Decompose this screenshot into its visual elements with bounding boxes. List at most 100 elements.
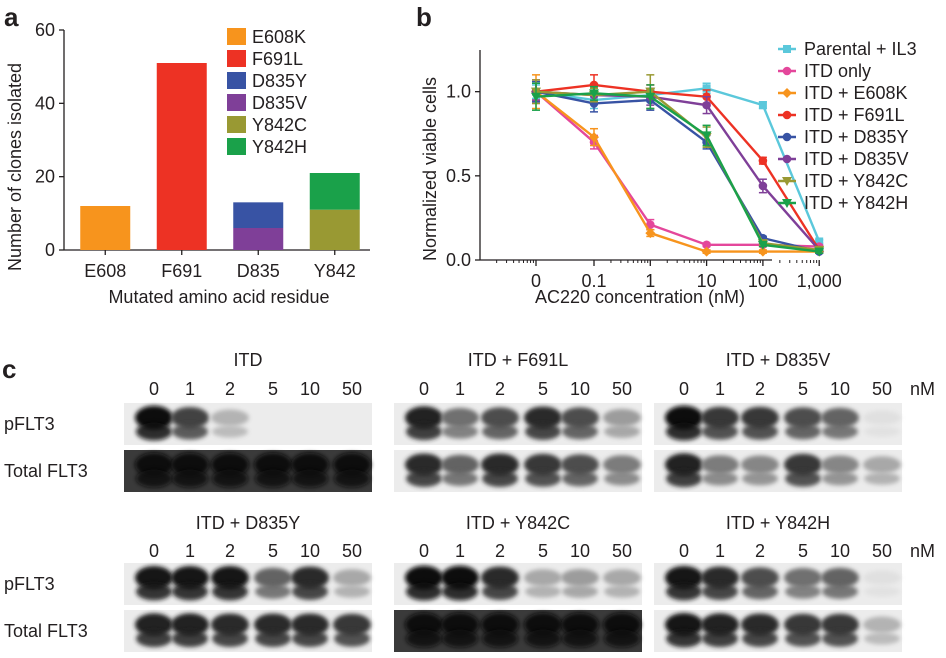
band xyxy=(666,469,702,488)
blot-title: ITD + Y842H xyxy=(726,513,830,533)
band xyxy=(665,405,703,430)
legend-label-E608K: E608K xyxy=(252,27,306,47)
band xyxy=(742,583,778,600)
blot-title: ITD + D835V xyxy=(726,350,831,370)
dose-label: 2 xyxy=(225,379,235,399)
band xyxy=(822,471,858,486)
dose-label: 0 xyxy=(149,379,159,399)
dose-label: 10 xyxy=(830,379,850,399)
bar-D835-D835V xyxy=(233,228,284,250)
point-ITD + E608K-100 xyxy=(757,246,768,257)
band xyxy=(741,613,779,636)
dose-label: 0 xyxy=(149,541,159,561)
band xyxy=(785,470,821,487)
dose-label: 1 xyxy=(455,541,465,561)
legend-label-ITD + Y842H: ITD + Y842H xyxy=(804,193,908,213)
band xyxy=(136,422,172,441)
band xyxy=(212,630,248,647)
series-ITD + D835Y xyxy=(531,80,824,256)
band xyxy=(442,582,478,601)
band xyxy=(292,469,328,488)
band xyxy=(334,585,370,598)
blot-panel-ITD + D835V: ITD + D835V 0 1 2 5 10 50 nM xyxy=(654,350,935,492)
legend-label-Parental + IL3: Parental + IL3 xyxy=(804,39,917,59)
x-axis-label: Mutated amino acid residue xyxy=(108,287,329,307)
y-tick-label: 1.0 xyxy=(446,82,471,102)
point-ITD + Y842H-1,000 xyxy=(814,247,825,257)
band xyxy=(561,568,599,587)
band xyxy=(405,612,443,637)
band xyxy=(135,405,173,430)
y-tick-label: 60 xyxy=(35,20,55,40)
band xyxy=(524,406,562,429)
y-axis-label: Number of clones isolated xyxy=(5,63,25,271)
band xyxy=(524,569,562,587)
band xyxy=(211,565,249,590)
line-ITD + F691L xyxy=(535,83,821,251)
band xyxy=(406,470,442,487)
band xyxy=(562,423,598,440)
band xyxy=(405,406,443,430)
point-ITD + Y842H-1 xyxy=(645,92,656,102)
y-tick-label: 40 xyxy=(35,93,55,113)
legend-label-F691L: F691L xyxy=(252,49,303,69)
x-tick-label: 0 xyxy=(531,271,541,291)
band xyxy=(604,425,640,438)
legend-marker-ITD + D835V xyxy=(782,154,792,164)
band xyxy=(525,629,561,648)
band xyxy=(785,630,821,647)
band xyxy=(666,629,702,648)
band xyxy=(784,407,822,429)
band xyxy=(405,453,443,476)
band xyxy=(864,586,900,597)
band xyxy=(482,629,518,648)
band xyxy=(136,469,172,488)
y-tick-label: 20 xyxy=(35,167,55,187)
band xyxy=(171,452,209,477)
series-ITD + D835V xyxy=(531,82,824,255)
series-ITD only xyxy=(531,79,824,251)
band xyxy=(136,629,172,648)
legend-marker-ITD + Y842H xyxy=(782,199,792,208)
band xyxy=(785,423,821,440)
dose-label: 1 xyxy=(715,379,725,399)
point-ITD + Y842H-0.1 xyxy=(589,89,599,99)
band xyxy=(604,629,640,648)
band xyxy=(822,630,858,647)
band xyxy=(171,406,209,429)
blot-panel-ITD: ITD 0 1 2 5 10 50 xyxy=(124,350,372,492)
panel-letter-a: a xyxy=(4,2,19,32)
x-tick-label: 10 xyxy=(697,271,717,291)
point-ITD + D835V-100 xyxy=(758,181,768,191)
point-ITD + F691L-100 xyxy=(758,156,768,165)
band xyxy=(863,410,901,425)
dose-response-panel-b: Normalized viable cells AC220 concentrat… xyxy=(420,39,917,307)
band xyxy=(482,583,518,600)
band xyxy=(135,452,173,477)
dose-label: 50 xyxy=(872,541,892,561)
band xyxy=(864,632,900,645)
dose-label: 0 xyxy=(679,541,689,561)
band xyxy=(525,585,561,598)
band xyxy=(171,565,209,590)
dose-label: 1 xyxy=(715,541,725,561)
dose-label: 5 xyxy=(798,541,808,561)
bar-chart-panel-a: Number of clones isolated Mutated amino … xyxy=(5,20,370,307)
band xyxy=(604,471,640,486)
band xyxy=(291,566,329,589)
band xyxy=(603,408,641,427)
band xyxy=(442,424,478,439)
band xyxy=(741,455,779,474)
band xyxy=(821,567,859,588)
panel-letter-c: c xyxy=(2,354,16,384)
dose-label: 5 xyxy=(538,379,548,399)
point-ITD + E608K-0.1 xyxy=(589,132,599,143)
legend-marker-ITD only xyxy=(782,66,792,76)
band xyxy=(561,407,599,429)
band xyxy=(821,613,859,636)
band xyxy=(864,426,900,437)
point-ITD + Y842H-10 xyxy=(701,131,712,141)
legend-swatch-Y842C xyxy=(227,116,246,133)
legend-label-ITD + E608K: ITD + E608K xyxy=(804,83,908,103)
